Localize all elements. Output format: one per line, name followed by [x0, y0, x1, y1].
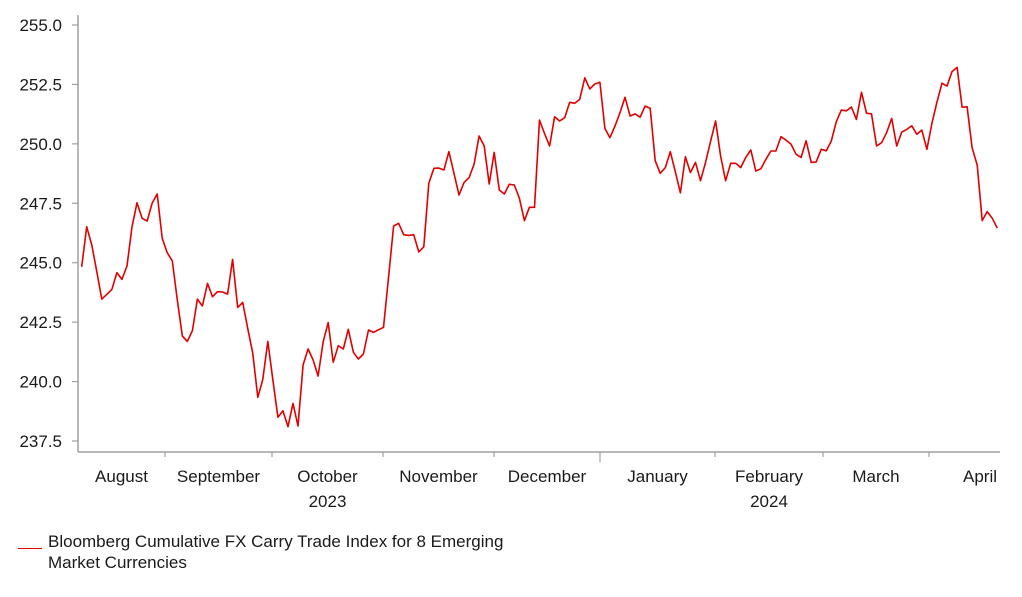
y-axis: 237.5 240.0 242.5 245.0 247.5 250.0 252.5 255.0 [19, 15, 79, 452]
x-month-label: December [508, 467, 587, 486]
legend-swatch-red-line [18, 548, 42, 549]
y-tick-label: 240.0 [19, 373, 62, 392]
line-chart: 237.5 240.0 242.5 245.0 247.5 250.0 252.5 255.0… [19, 15, 1000, 511]
x-month-label: August [95, 467, 148, 486]
x-month-label: February [735, 467, 804, 486]
x-year-label: 2023 [309, 492, 347, 511]
y-tick-label: 255.0 [19, 16, 62, 35]
x-axis: August September October November December Ja… [78, 451, 1000, 511]
series-line-fx-carry-index [80, 66, 999, 428]
x-month-label: November [399, 467, 478, 486]
y-tick-label: 237.5 [19, 432, 62, 451]
x-month-label: April [963, 467, 997, 486]
y-tick-label: 245.0 [19, 254, 62, 273]
legend-label-line2: Market Currencies [48, 553, 187, 572]
y-tick-label: 242.5 [19, 313, 62, 332]
x-year-label: 2024 [750, 492, 788, 511]
legend-label: Bloomberg Cumulative FX Carry Trade Inde… [48, 531, 568, 573]
y-tick-label: 252.5 [19, 75, 62, 94]
x-month-label: January [627, 467, 688, 486]
x-month-label: September [177, 467, 260, 486]
y-tick-label: 247.5 [19, 194, 62, 213]
series-layer [80, 66, 999, 428]
x-month-label: October [297, 467, 358, 486]
x-month-label: March [852, 467, 899, 486]
legend-label-line1: Bloomberg Cumulative FX Carry Trade Inde… [48, 532, 504, 551]
legend: Bloomberg Cumulative FX Carry Trade Inde… [18, 531, 568, 573]
y-tick-label: 250.0 [19, 135, 62, 154]
